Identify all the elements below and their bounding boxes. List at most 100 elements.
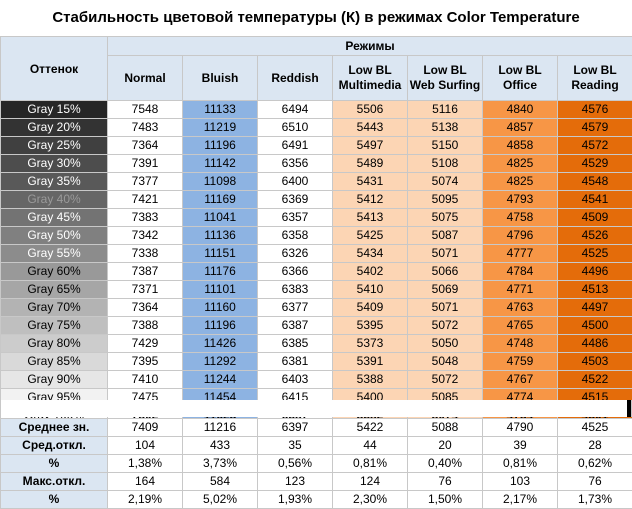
value-cell: 4500 bbox=[558, 317, 632, 335]
value-cell: 11196 bbox=[183, 317, 258, 335]
value-cell: 5497 bbox=[333, 137, 408, 155]
value-cell: 7342 bbox=[108, 227, 183, 245]
shade-cell: Gray 90% bbox=[1, 371, 108, 389]
value-cell: 11133 bbox=[183, 101, 258, 119]
value-cell: 11219 bbox=[183, 119, 258, 137]
stats-value-cell: 0,56% bbox=[258, 455, 333, 473]
stats-value-cell: 7409 bbox=[108, 419, 183, 437]
value-cell: 4857 bbox=[483, 119, 558, 137]
column-header-normal: Normal bbox=[108, 56, 183, 101]
stats-value-cell: 11216 bbox=[183, 419, 258, 437]
value-cell: 4748 bbox=[483, 335, 558, 353]
value-cell: 4796 bbox=[483, 227, 558, 245]
value-cell: 5395 bbox=[333, 317, 408, 335]
stats-value-cell: 3,73% bbox=[183, 455, 258, 473]
page-title: Стабильность цветовой температуры (К) в … bbox=[0, 6, 632, 30]
value-cell: 11176 bbox=[183, 263, 258, 281]
value-cell: 4572 bbox=[558, 137, 632, 155]
shade-cell: Gray 45% bbox=[1, 209, 108, 227]
stats-value-cell: 35 bbox=[258, 437, 333, 455]
value-cell: 11196 bbox=[183, 137, 258, 155]
value-cell: 7421 bbox=[108, 191, 183, 209]
shade-cell: Gray 60% bbox=[1, 263, 108, 281]
stats-label: Сред.откл. bbox=[1, 437, 108, 455]
value-cell: 5425 bbox=[333, 227, 408, 245]
value-cell: 4529 bbox=[558, 155, 632, 173]
stats-value-cell: 44 bbox=[333, 437, 408, 455]
value-cell: 11160 bbox=[183, 299, 258, 317]
value-cell: 6369 bbox=[258, 191, 333, 209]
value-cell: 7377 bbox=[108, 173, 183, 191]
shade-cell: Gray 30% bbox=[1, 155, 108, 173]
value-cell: 4759 bbox=[483, 353, 558, 371]
stats-row: %1,38%3,73%0,56%0,81%0,40%0,81%0,62% bbox=[1, 455, 632, 473]
value-cell: 4793 bbox=[483, 191, 558, 209]
value-cell: 5071 bbox=[408, 245, 483, 263]
stats-value-cell: 39 bbox=[483, 437, 558, 455]
shade-cell: Gray 80% bbox=[1, 335, 108, 353]
value-cell: 5074 bbox=[408, 173, 483, 191]
value-cell: 4579 bbox=[558, 119, 632, 137]
value-cell: 4777 bbox=[483, 245, 558, 263]
value-cell: 6403 bbox=[258, 371, 333, 389]
value-cell: 5050 bbox=[408, 335, 483, 353]
value-cell: 4548 bbox=[558, 173, 632, 191]
value-cell: 5409 bbox=[333, 299, 408, 317]
value-cell: 4825 bbox=[483, 173, 558, 191]
value-cell: 5489 bbox=[333, 155, 408, 173]
shade-cell: Gray 85% bbox=[1, 353, 108, 371]
stats-value-cell: 20 bbox=[408, 437, 483, 455]
value-cell: 5072 bbox=[408, 371, 483, 389]
stats-value-cell: 123 bbox=[258, 473, 333, 491]
stats-value-cell: 76 bbox=[558, 473, 632, 491]
value-cell: 6377 bbox=[258, 299, 333, 317]
stats-value-cell: 0,40% bbox=[408, 455, 483, 473]
value-cell: 4496 bbox=[558, 263, 632, 281]
stats-value-cell: 164 bbox=[108, 473, 183, 491]
value-cell: 6358 bbox=[258, 227, 333, 245]
value-cell: 4509 bbox=[558, 209, 632, 227]
stats-value-cell: 2,19% bbox=[108, 491, 183, 509]
value-cell: 6491 bbox=[258, 137, 333, 155]
table-separator bbox=[0, 400, 632, 417]
stats-value-cell: 0,81% bbox=[333, 455, 408, 473]
value-cell: 4784 bbox=[483, 263, 558, 281]
value-cell: 4526 bbox=[558, 227, 632, 245]
value-cell: 4765 bbox=[483, 317, 558, 335]
modes-group-header: Режимы bbox=[108, 37, 632, 56]
value-cell: 7388 bbox=[108, 317, 183, 335]
value-cell: 7410 bbox=[108, 371, 183, 389]
value-cell: 7371 bbox=[108, 281, 183, 299]
stats-value-cell: 584 bbox=[183, 473, 258, 491]
stats-value-cell: 2,17% bbox=[483, 491, 558, 509]
value-cell: 7383 bbox=[108, 209, 183, 227]
value-cell: 11098 bbox=[183, 173, 258, 191]
value-cell: 7395 bbox=[108, 353, 183, 371]
value-cell: 5116 bbox=[408, 101, 483, 119]
stats-value-cell: 4525 bbox=[558, 419, 632, 437]
value-cell: 5048 bbox=[408, 353, 483, 371]
value-cell: 4825 bbox=[483, 155, 558, 173]
value-cell: 7387 bbox=[108, 263, 183, 281]
value-cell: 5391 bbox=[333, 353, 408, 371]
separator-mark bbox=[627, 400, 631, 417]
value-cell: 4767 bbox=[483, 371, 558, 389]
value-cell: 6381 bbox=[258, 353, 333, 371]
value-cell: 7391 bbox=[108, 155, 183, 173]
value-cell: 5402 bbox=[333, 263, 408, 281]
value-cell: 6326 bbox=[258, 245, 333, 263]
stats-value-cell: 5422 bbox=[333, 419, 408, 437]
shade-column-header: Оттенок bbox=[1, 37, 108, 101]
value-cell: 6494 bbox=[258, 101, 333, 119]
value-cell: 6510 bbox=[258, 119, 333, 137]
